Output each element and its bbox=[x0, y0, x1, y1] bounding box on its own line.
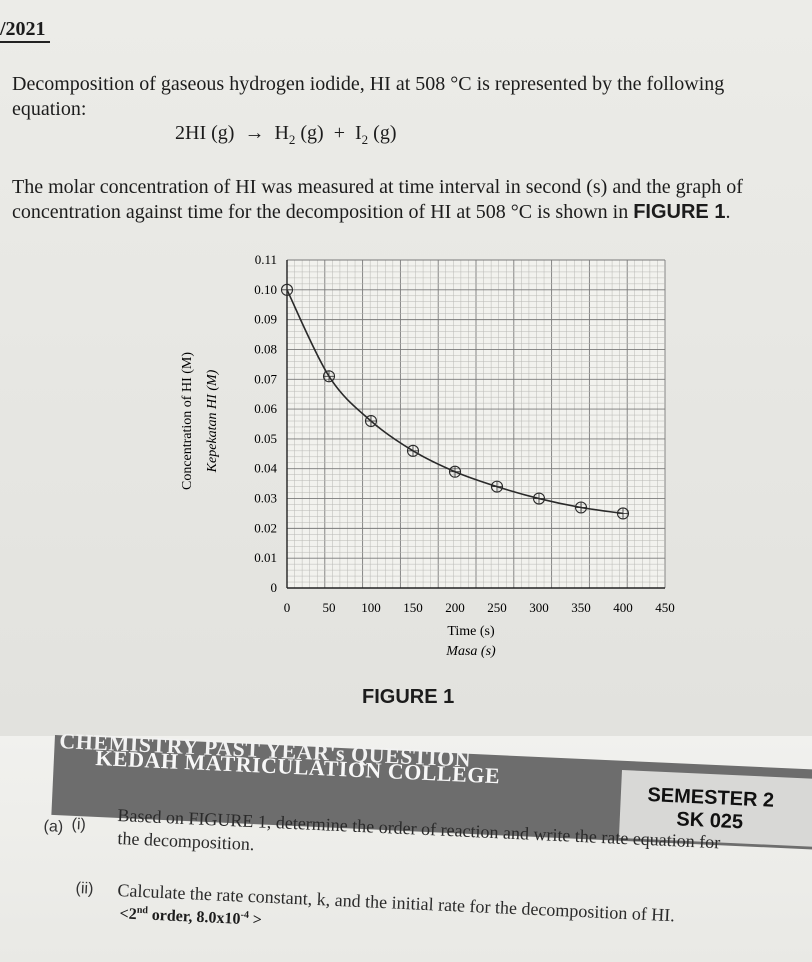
data-point bbox=[448, 465, 462, 478]
y-axis-label-alt: Kepekatan HI (M) bbox=[205, 369, 220, 473]
chart-svg: 0 50 100 150 200 250 300 350 400 450 0 0.01 0.02 0.03… bbox=[180, 252, 675, 659]
chart-ticks: 0 50 100 150 200 250 300 350 400 450 0 0.01 0.02 0.03… bbox=[254, 252, 675, 615]
y-axis-label: Concentration of HI (M) bbox=[180, 352, 195, 490]
data-point bbox=[574, 501, 588, 514]
x-tick-label: 450 bbox=[655, 600, 675, 615]
x-tick-label: 350 bbox=[571, 600, 591, 615]
x-tick-label: 100 bbox=[361, 600, 381, 615]
x-tick-label: 400 bbox=[613, 600, 633, 615]
chart-grid bbox=[286, 259, 666, 589]
x-tick-label: 150 bbox=[403, 600, 423, 615]
data-point bbox=[364, 414, 378, 428]
x-tick-label: 250 bbox=[487, 600, 507, 615]
x-tick-label: 200 bbox=[445, 600, 465, 615]
data-point bbox=[532, 492, 546, 505]
x-axis-label: Time (s) bbox=[447, 624, 495, 639]
figure-1-chart: 0 50 100 150 200 250 300 350 400 450 0 0.01 0.02 0.03… bbox=[0, 250, 812, 670]
y-tick-label: 0 bbox=[271, 580, 278, 595]
data-points bbox=[280, 283, 630, 520]
y-tick-label: 0.05 bbox=[254, 431, 277, 446]
x-tick-label: 300 bbox=[529, 600, 549, 615]
arrow: → bbox=[244, 122, 265, 144]
intro-line-1: Decomposition of gaseous hydrogen iodide… bbox=[12, 73, 725, 95]
y-tick-label: 0.03 bbox=[254, 491, 277, 506]
y-tick-label: 0.07 bbox=[254, 371, 277, 386]
intro-line-2: equation: bbox=[12, 98, 87, 120]
figure-label: FIGURE 1 bbox=[362, 686, 455, 708]
reaction-equation: 2HI (g) → H2 (g) + I2 (g) bbox=[175, 122, 397, 147]
y-tick-label: 0.10 bbox=[254, 282, 277, 297]
description-line-2: concentration against time for the decom… bbox=[12, 201, 731, 223]
y-tick-label: 0.11 bbox=[255, 252, 277, 267]
data-point bbox=[322, 370, 336, 383]
description-line-1: The molar concentration of HI was measur… bbox=[12, 176, 743, 198]
y-tick-label: 0.02 bbox=[254, 520, 277, 535]
data-point bbox=[406, 444, 420, 457]
semester-label: SEMESTER 2 SK 025 bbox=[647, 784, 775, 834]
y-tick-label: 0.08 bbox=[254, 341, 277, 356]
year-header: /2021 bbox=[0, 18, 50, 43]
chart-axes bbox=[286, 260, 665, 589]
data-point bbox=[490, 480, 504, 493]
y-tick-label: 0.09 bbox=[254, 312, 277, 327]
y-tick-label: 0.06 bbox=[254, 401, 277, 416]
x-tick-label: 0 bbox=[284, 600, 291, 615]
x-axis-label-alt: Masa (s) bbox=[445, 644, 496, 659]
reactant: 2HI (g) bbox=[175, 122, 235, 144]
question-i-label: (i) bbox=[71, 816, 87, 834]
x-tick-label: 50 bbox=[323, 600, 336, 615]
question-ii-label: (ii) bbox=[75, 880, 94, 898]
question-a-label: (a) bbox=[43, 818, 64, 836]
data-point bbox=[280, 283, 294, 296]
y-tick-label: 0.01 bbox=[254, 550, 277, 565]
data-point bbox=[616, 507, 630, 520]
y-tick-label: 0.04 bbox=[254, 461, 277, 476]
